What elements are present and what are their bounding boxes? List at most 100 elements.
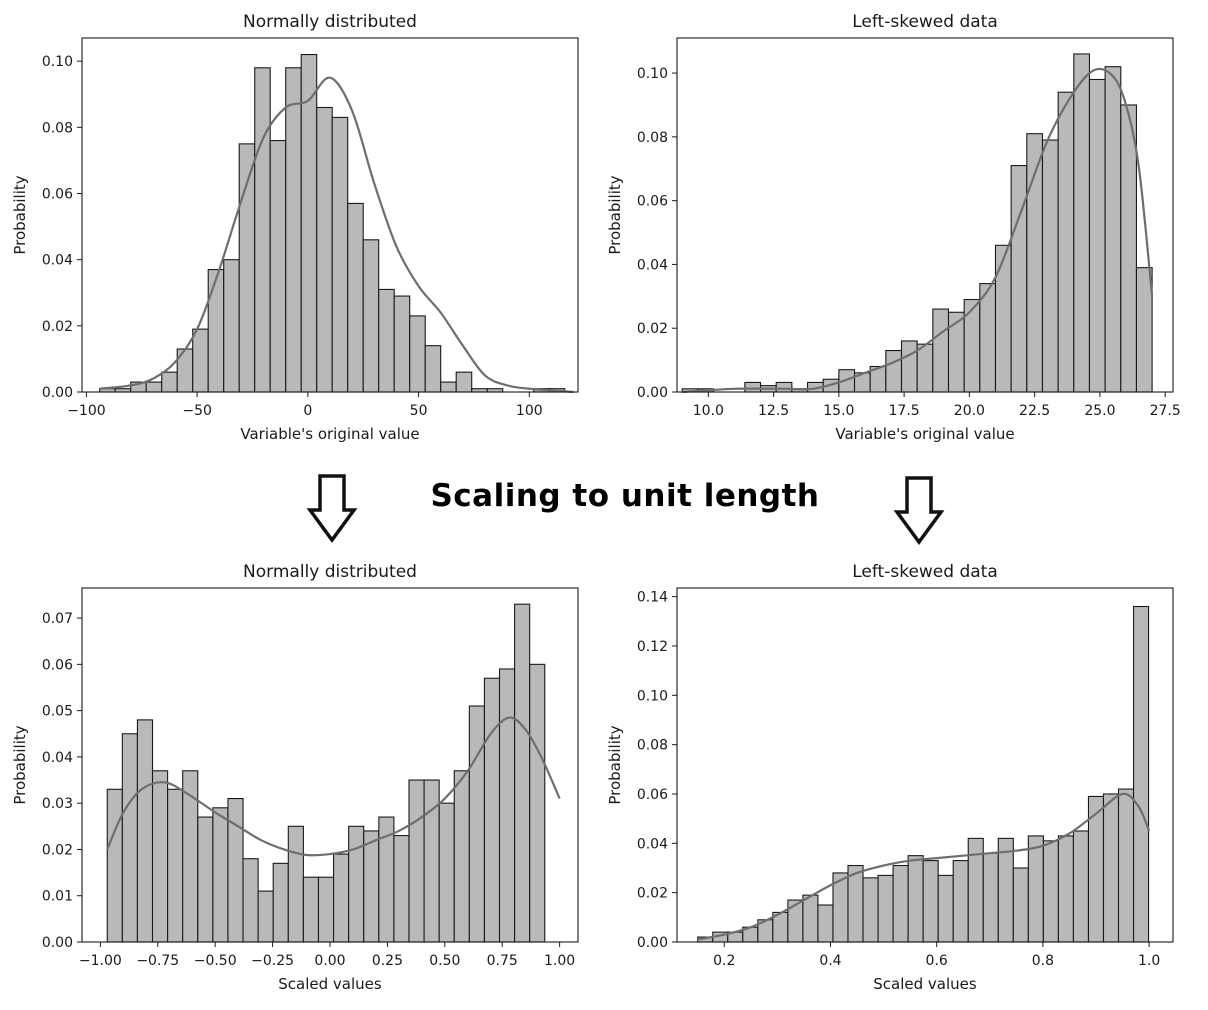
histogram-bar bbox=[1132, 605, 1150, 943]
y-tick-label: 0.08 bbox=[42, 120, 73, 136]
y-tick-label: 0.06 bbox=[637, 194, 668, 210]
histogram-bar bbox=[347, 202, 364, 393]
histogram-bar bbox=[847, 864, 864, 943]
kde-line bbox=[682, 67, 1154, 394]
histogram-bar bbox=[167, 788, 184, 943]
y-tick-label: 0.12 bbox=[637, 639, 668, 655]
x-axis-label: Scaled values bbox=[278, 975, 382, 993]
x-tick-label: 100 bbox=[516, 403, 543, 419]
histogram-bar bbox=[192, 328, 209, 393]
histogram-bar bbox=[316, 106, 333, 393]
histogram-bar bbox=[287, 825, 304, 943]
histogram-bar bbox=[1072, 830, 1090, 943]
kde-line bbox=[99, 76, 574, 394]
x-axis-label: Scaled values bbox=[873, 975, 977, 993]
x-tick-label: 20.0 bbox=[954, 403, 985, 419]
histogram-bar bbox=[1120, 104, 1138, 393]
histogram-bar bbox=[145, 381, 163, 393]
x-tick-label: 0.4 bbox=[819, 953, 841, 969]
histogram-bar bbox=[1117, 788, 1135, 943]
y-tick-label: 0.08 bbox=[637, 130, 668, 146]
histogram-bar bbox=[997, 837, 1014, 943]
histogram-bar bbox=[1027, 835, 1044, 943]
x-axis-label: Variable's original value bbox=[835, 425, 1014, 443]
histogram-bar bbox=[424, 345, 442, 393]
histogram-bar bbox=[207, 269, 225, 393]
y-tick-label: 0.02 bbox=[637, 886, 668, 902]
kde-line bbox=[697, 792, 1151, 941]
histogram-bar bbox=[937, 874, 954, 943]
chart-panel: 10.0 12.5 15.0 17.5 20.0 22.5 25.0 27.5 0.00 0.02… bbox=[606, 12, 1181, 443]
histogram-bar bbox=[254, 67, 271, 393]
histogram-bar bbox=[317, 876, 335, 943]
histogram-bar bbox=[1135, 267, 1153, 393]
x-tick-label: −0.50 bbox=[194, 953, 237, 969]
histogram-bar bbox=[453, 770, 470, 943]
y-tick-label: 0.00 bbox=[42, 385, 73, 401]
chart-panel: 0.2 0.4 0.6 0.8 1.0 0.00 0.02 0.04 0.06 0.08 0.10 0… bbox=[606, 562, 1174, 993]
histogram-bar bbox=[963, 298, 981, 393]
x-tick-label: 15.0 bbox=[823, 403, 854, 419]
plot-frame bbox=[676, 587, 1174, 943]
histogram-bar bbox=[1042, 840, 1059, 943]
y-tick-label: 0.02 bbox=[42, 319, 73, 335]
x-tick-label: −0.25 bbox=[251, 953, 294, 969]
histogram-bar bbox=[1057, 835, 1074, 943]
y-tick-label: 0.01 bbox=[42, 889, 73, 905]
plot-frame bbox=[676, 37, 1174, 393]
x-tick-label: 50 bbox=[410, 403, 428, 419]
y-tick-label: 0.03 bbox=[42, 796, 73, 812]
x-tick-label: 0.6 bbox=[926, 953, 948, 969]
histogram-bar bbox=[106, 788, 123, 943]
down-arrow-icon bbox=[306, 474, 358, 543]
histogram-bar bbox=[952, 860, 969, 943]
histogram-bar bbox=[121, 733, 138, 943]
histogram-bar bbox=[440, 381, 457, 393]
histogram-bar bbox=[212, 807, 229, 943]
y-tick-label: 0.02 bbox=[637, 321, 668, 337]
histogram-bar bbox=[378, 288, 395, 393]
histogram-bar bbox=[151, 770, 169, 943]
histogram-bar bbox=[916, 343, 934, 393]
y-tick-label: 0.04 bbox=[42, 750, 73, 766]
histogram-bar bbox=[885, 349, 903, 393]
y-tick-label: 0.10 bbox=[42, 54, 73, 70]
histogram-bar bbox=[1088, 78, 1106, 393]
histogram-bar bbox=[862, 877, 879, 943]
y-axis-label: Probability bbox=[606, 175, 624, 254]
y-axis-label: Probability bbox=[606, 725, 624, 804]
down-arrow-icon bbox=[893, 476, 945, 545]
histogram-bar bbox=[393, 835, 410, 943]
x-tick-label: 0.2 bbox=[713, 953, 735, 969]
histogram-bar bbox=[333, 853, 350, 943]
y-tick-label: 0.00 bbox=[637, 935, 668, 951]
histogram-bar bbox=[979, 283, 997, 393]
histogram-bar bbox=[514, 603, 531, 943]
x-tick-label: −1.00 bbox=[79, 953, 122, 969]
y-tick-label: 0.06 bbox=[637, 787, 668, 803]
histogram-bar bbox=[1073, 53, 1091, 393]
histogram-bar bbox=[197, 816, 214, 943]
chart-panel: −1.00 −0.75 −0.50 −0.25 0.00 0.25 0.50 0.75 1.00… bbox=[11, 562, 579, 993]
x-tick-label: 22.5 bbox=[1019, 403, 1050, 419]
histogram-bar bbox=[907, 855, 924, 943]
histogram-bar bbox=[892, 864, 909, 943]
x-tick-label: −100 bbox=[67, 403, 105, 419]
histogram-bar bbox=[947, 311, 965, 393]
x-tick-label: 25.0 bbox=[1084, 403, 1115, 419]
x-tick-label: 0.75 bbox=[487, 953, 518, 969]
y-tick-label: 0.04 bbox=[637, 257, 668, 273]
x-tick-label: 0.50 bbox=[429, 953, 460, 969]
y-tick-label: 0.06 bbox=[42, 186, 73, 202]
histogram-bar bbox=[408, 779, 425, 943]
histogram-bar bbox=[932, 308, 950, 393]
histogram-bar bbox=[455, 371, 473, 393]
chart-title: Normally distributed bbox=[243, 562, 417, 582]
chart-title: Left-skewed data bbox=[852, 562, 998, 582]
x-tick-label: 27.5 bbox=[1150, 403, 1181, 419]
histogram-bar bbox=[285, 67, 302, 393]
chart-title: Normally distributed bbox=[243, 12, 417, 32]
histogram-bar bbox=[302, 876, 320, 943]
histogram-bar bbox=[300, 53, 318, 393]
